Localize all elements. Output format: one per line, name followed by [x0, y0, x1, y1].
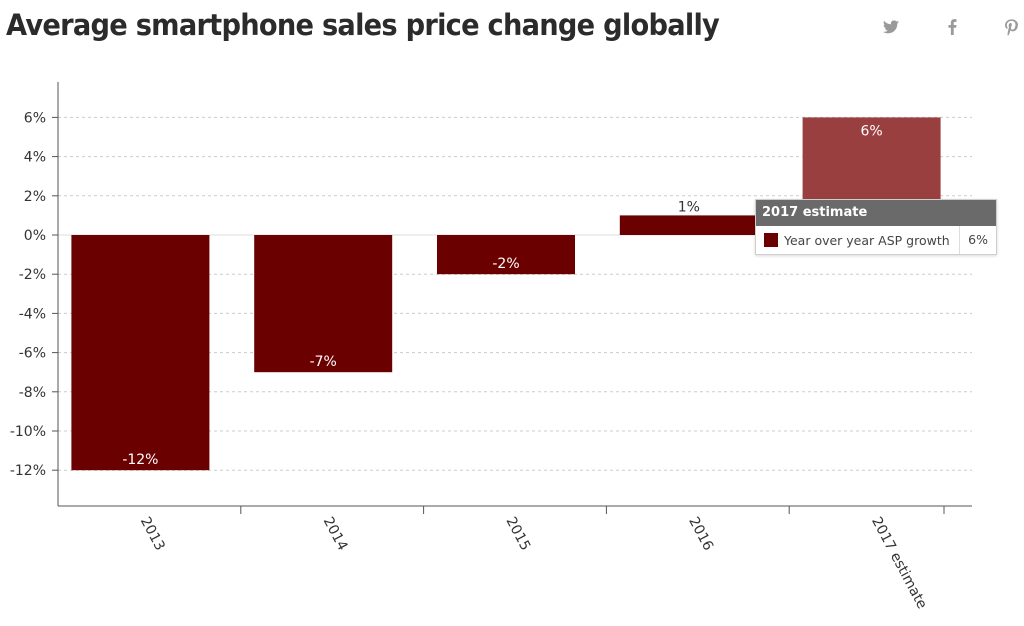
bar: [254, 235, 393, 373]
facebook-share-button[interactable]: [941, 16, 963, 38]
bar: [71, 235, 210, 471]
tooltip-series-label: Year over year ASP growth: [784, 232, 950, 248]
y-tick-label: -2%: [19, 267, 46, 283]
data-labels: -12% -7% -2% 1% 6%: [122, 123, 882, 468]
data-label: -7%: [310, 354, 337, 370]
x-tick-label: 2014: [320, 514, 351, 553]
data-label: -2%: [492, 256, 519, 272]
tooltip-value: 6%: [959, 226, 996, 254]
x-tick-label: 2016: [685, 514, 716, 553]
y-tick-label: 0%: [24, 228, 46, 244]
data-label: -12%: [122, 452, 158, 468]
y-tick-label: -8%: [19, 385, 46, 401]
page-title: Average smartphone sales price change gl…: [6, 8, 720, 42]
facebook-icon: [948, 19, 956, 35]
twitter-icon: [883, 20, 899, 34]
y-tick-label: -12%: [10, 463, 46, 479]
tooltip-row: Year over year ASP growth 6%: [756, 226, 996, 254]
y-tick-label: 2%: [24, 189, 46, 205]
bars: [71, 117, 941, 471]
y-tick-label: -4%: [19, 306, 46, 322]
tooltip-legend-swatch: [764, 233, 778, 247]
x-tick-label: 2015: [502, 514, 533, 553]
pinterest-icon: [1004, 18, 1018, 36]
data-label: 1%: [678, 199, 700, 215]
y-tick-label: -10%: [10, 424, 46, 440]
y-tick-label: 4%: [24, 150, 46, 166]
chart-tooltip: 2017 estimate Year over year ASP growth …: [755, 199, 997, 255]
y-axis-tick-labels: 6% 4% 2% 0% -2% -4% -6% -8% -10% -12%: [10, 110, 46, 479]
x-tick-label: 2013: [137, 514, 168, 553]
x-tick-label: 2017 estimate: [868, 514, 930, 611]
y-tick-label: -6%: [19, 346, 46, 362]
bar: [437, 235, 575, 275]
data-label: 6%: [860, 123, 882, 139]
axes: [52, 82, 972, 514]
twitter-share-button[interactable]: [880, 16, 902, 38]
y-tick-label: 6%: [24, 110, 46, 126]
bar: [619, 215, 758, 235]
tooltip-header: 2017 estimate: [756, 200, 996, 226]
pinterest-share-button[interactable]: [1000, 16, 1022, 38]
x-axis-tick-labels: 2013 2014 2015 2016 2017 estimate: [137, 514, 930, 611]
